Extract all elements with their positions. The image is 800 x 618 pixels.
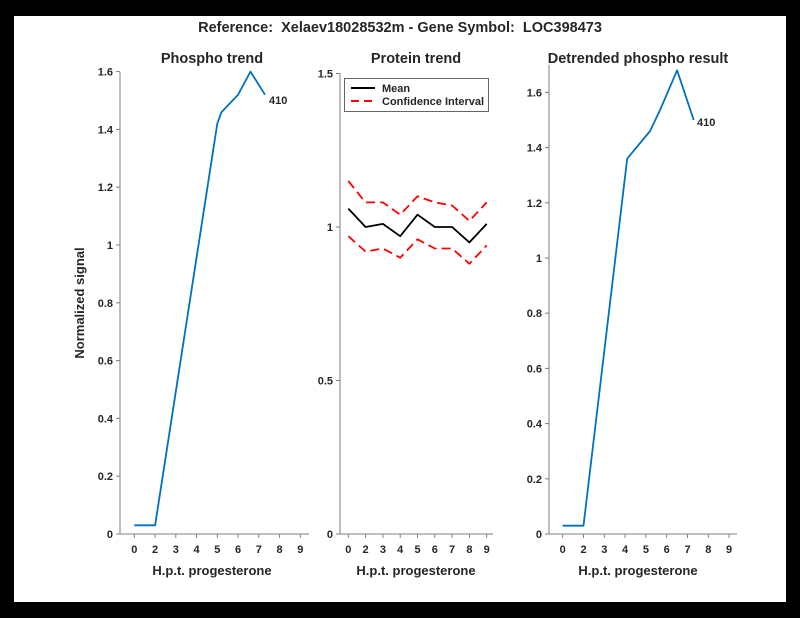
y-tick-label: 0: [107, 529, 113, 541]
series-confidence-interval-lower--line: [347, 235, 488, 265]
y-tick-label: 0.2: [527, 474, 542, 486]
x-tick-label: 7: [684, 544, 690, 556]
x-tick-label: 5: [214, 544, 220, 556]
plot-1: 0 2 3 4 5 6 7 8 9 0 0.2 0.4 0.6 0.8 1 1.2 1.4 1.6: [98, 67, 309, 556]
series-confidence-interval-upper--line: [347, 180, 488, 222]
plot-2: 0 2 3 4 5 6 7 8 900.511.5: [318, 69, 493, 556]
plot2-xlabel: H.p.t. progesterone: [356, 563, 475, 578]
x-tick-label: 9: [726, 544, 732, 556]
y-tick-label: 0.8: [98, 298, 113, 310]
y-tick-label: 1.2: [527, 198, 542, 210]
y-tick-label: 0.8: [527, 308, 542, 320]
x-tick-label: 6: [432, 544, 438, 556]
plot1-peak-annotation: 410: [269, 95, 287, 107]
x-tick-label: 0: [345, 544, 351, 556]
x-tick-label: 9: [484, 544, 490, 556]
y-tick-label: 0.5: [318, 376, 333, 388]
y-tick-label: 1.6: [527, 87, 542, 99]
plot1-xlabel: H.p.t. progesterone: [152, 563, 271, 578]
x-tick-label: 0: [560, 544, 566, 556]
x-tick-label: 2: [152, 544, 158, 556]
y-tick-label: 0: [536, 529, 542, 541]
plot3-peak-annotation: 410: [697, 117, 715, 129]
plots-container: 0 2 3 4 5 6 7 8 900.20.40.60.811.21.41.60 2 3 4 5 6 7 8…: [98, 64, 737, 556]
legend-box: [344, 78, 489, 112]
x-tick-label: 2: [580, 544, 586, 556]
y-tick-label: 1.2: [98, 182, 113, 194]
x-tick-label: 8: [466, 544, 472, 556]
x-tick-label: 9: [297, 544, 303, 556]
plot1-ylabel: Normalized signal: [72, 247, 87, 358]
x-tick-label: 4: [622, 544, 629, 556]
x-tick-label: 4: [193, 544, 200, 556]
plot-3: 0 2 3 4 5 6 7 8 9 0 0.2 0.4 0.6 0.8 1 1.2 1.4 1.6: [527, 64, 737, 556]
x-tick-label: 4: [397, 544, 404, 556]
x-tick-label: 8: [276, 544, 282, 556]
y-tick-label: 1.4: [527, 143, 543, 155]
x-tick-label: 8: [705, 544, 711, 556]
series-mean-line: [347, 207, 488, 244]
y-tick-label: 1: [536, 253, 542, 265]
y-tick-label: 0.4: [527, 419, 543, 431]
x-tick-label: 5: [643, 544, 649, 556]
legend-ci-label: Confidence Interval: [382, 96, 484, 108]
x-tick-label: 2: [363, 544, 369, 556]
plot1-title: Phospho trend: [161, 51, 263, 67]
x-tick-label: 0: [131, 544, 137, 556]
legend: Mean Confidence Interval: [344, 78, 489, 112]
y-tick-label: 0.4: [98, 413, 114, 425]
plot3-xlabel: H.p.t. progesterone: [578, 563, 697, 578]
y-tick-label: 0: [327, 529, 333, 541]
x-tick-label: 3: [601, 544, 607, 556]
y-tick-label: 1.6: [98, 67, 113, 79]
x-tick-label: 6: [235, 544, 241, 556]
x-tick-label: 6: [664, 544, 670, 556]
y-tick-label: 0.2: [98, 471, 113, 483]
plot2-title: Protein trend: [371, 51, 461, 67]
x-tick-label: 3: [173, 544, 179, 556]
plot3-title: Detrended phospho result: [548, 51, 729, 67]
x-tick-label: 7: [256, 544, 262, 556]
y-tick-label: 0.6: [527, 363, 542, 375]
y-tick-label: 1: [327, 222, 333, 234]
y-tick-label: 1: [107, 240, 113, 252]
x-tick-label: 7: [449, 544, 455, 556]
legend-mean-label: Mean: [382, 83, 410, 95]
y-tick-label: 1.4: [98, 124, 114, 136]
y-tick-label: 0.6: [98, 356, 113, 368]
series-phospho-trend-line: [134, 70, 266, 527]
series-detrended-phospho-line: [562, 69, 695, 527]
x-tick-label: 5: [414, 544, 420, 556]
x-tick-label: 3: [380, 544, 386, 556]
figure-title: Reference: Xelaev18028532m - Gene Symbol…: [198, 20, 602, 36]
y-tick-label: 1.5: [318, 69, 333, 81]
